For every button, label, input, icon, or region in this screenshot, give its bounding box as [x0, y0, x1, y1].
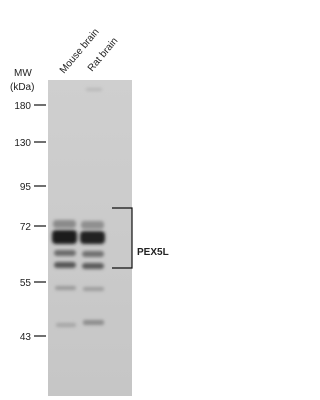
bracket	[112, 207, 133, 269]
marker-ladder: 180 130 95 72 55 43	[14, 101, 46, 343]
bands	[52, 88, 105, 327]
marker-label: 95	[20, 182, 32, 193]
marker-label: 130	[14, 138, 31, 149]
marker-label: 55	[20, 278, 32, 289]
marker-label: 43	[20, 332, 32, 343]
mw-unit: (kDa)	[10, 82, 34, 93]
figure: Mouse brain Rat brain MW (kDa) 180130957…	[10, 27, 169, 396]
marker-label: 72	[20, 222, 32, 233]
target-label: PEX5L	[137, 247, 169, 258]
mw-label: MW	[14, 68, 32, 79]
marker-label: 180	[14, 101, 31, 112]
